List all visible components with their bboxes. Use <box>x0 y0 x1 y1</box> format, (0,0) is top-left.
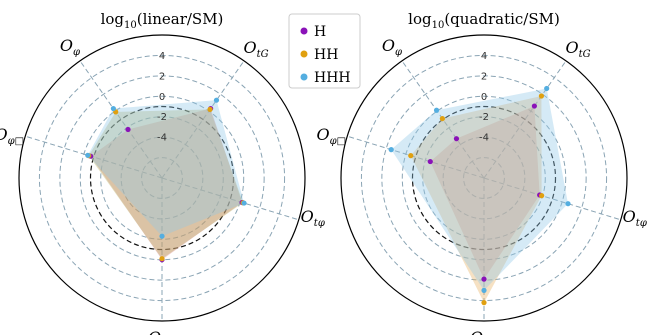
axis-label: OφG <box>470 328 498 335</box>
axis-label: Oφ□ <box>0 125 24 147</box>
axis-label: OtG <box>565 38 590 60</box>
radial-tick-label: 2 <box>159 71 165 82</box>
series-area-hh <box>410 96 542 303</box>
radial-tick-label: -2 <box>479 112 489 123</box>
axis-label: OφG <box>148 328 176 335</box>
point-hh <box>408 153 414 159</box>
series-area-hhh <box>391 88 569 291</box>
radial-tick-label: -4 <box>157 133 167 144</box>
reference-circle <box>89 105 235 251</box>
point-hhh <box>85 152 91 158</box>
grid-circle <box>422 116 546 240</box>
point-hhh <box>481 287 487 293</box>
series-area-h <box>90 108 243 260</box>
polar-frame <box>340 34 628 322</box>
legend-marker-hhh <box>300 73 308 81</box>
radial-tick-label: 4 <box>481 51 487 62</box>
chart-title: log10(linear/SM) <box>101 10 224 31</box>
series-area-h <box>430 106 540 280</box>
series-area-hh <box>88 109 244 259</box>
radial-tick-label: 0 <box>159 92 165 103</box>
point-hh <box>538 93 545 99</box>
axis-label: OtG <box>243 38 268 60</box>
polar-frame <box>18 34 306 322</box>
legend-marker-hh <box>300 50 308 58</box>
point-h <box>125 126 131 133</box>
point-hh <box>207 106 213 112</box>
grid-circle <box>463 157 505 199</box>
radial-tick-label: 4 <box>159 51 165 62</box>
legend-label-hhh: HHH <box>314 70 351 86</box>
legend-marker-h <box>300 27 308 35</box>
radar-chart-quadratic: 4 2 0 -2 -4 OtG Otφ OφG Oφ□ Oφ log10(quadratic/SM) <box>316 10 646 335</box>
axis-label: Oφ <box>382 36 402 58</box>
chart-title: log10(quadratic/SM) <box>408 10 560 31</box>
point-hhh <box>213 97 220 103</box>
series-area-hhh <box>87 100 245 237</box>
point-h <box>481 276 487 282</box>
radar-chart-linear: 4 2 0 -2 -4 OtG Otφ OφG Oφ□ Oφ log10(linear/SM) <box>0 10 325 335</box>
point-hh <box>539 193 545 199</box>
point-h <box>427 158 433 165</box>
radial-tick-label: -4 <box>479 133 489 144</box>
grid-circle <box>59 75 265 281</box>
legend: H HH HHH <box>288 13 361 89</box>
point-h <box>453 136 460 142</box>
reference-circle <box>411 105 557 251</box>
point-hh <box>481 300 487 306</box>
axis-label: Oφ <box>60 36 80 58</box>
point-h <box>531 103 537 109</box>
radial-tick-label: 0 <box>481 92 487 103</box>
radial-tick-label: -2 <box>157 112 167 123</box>
point-hhh <box>565 201 571 207</box>
point-hh <box>439 115 446 122</box>
grid-circle <box>100 116 224 240</box>
point-hhh <box>544 85 550 92</box>
axis-label: Oφ□ <box>316 125 346 147</box>
point-hh <box>159 256 165 262</box>
point-hhh <box>159 233 165 239</box>
axis-label: Otφ <box>301 207 325 229</box>
point-hhh <box>388 147 394 153</box>
radial-tick-label: 2 <box>481 71 487 82</box>
point-hhh <box>241 200 247 206</box>
grid-circle <box>141 157 183 199</box>
point-hhh <box>110 105 116 112</box>
legend-label-h: H <box>314 24 326 40</box>
axis-label: Otφ <box>623 207 647 229</box>
point-hhh <box>433 107 440 113</box>
legend-label-hh: HH <box>314 47 338 63</box>
